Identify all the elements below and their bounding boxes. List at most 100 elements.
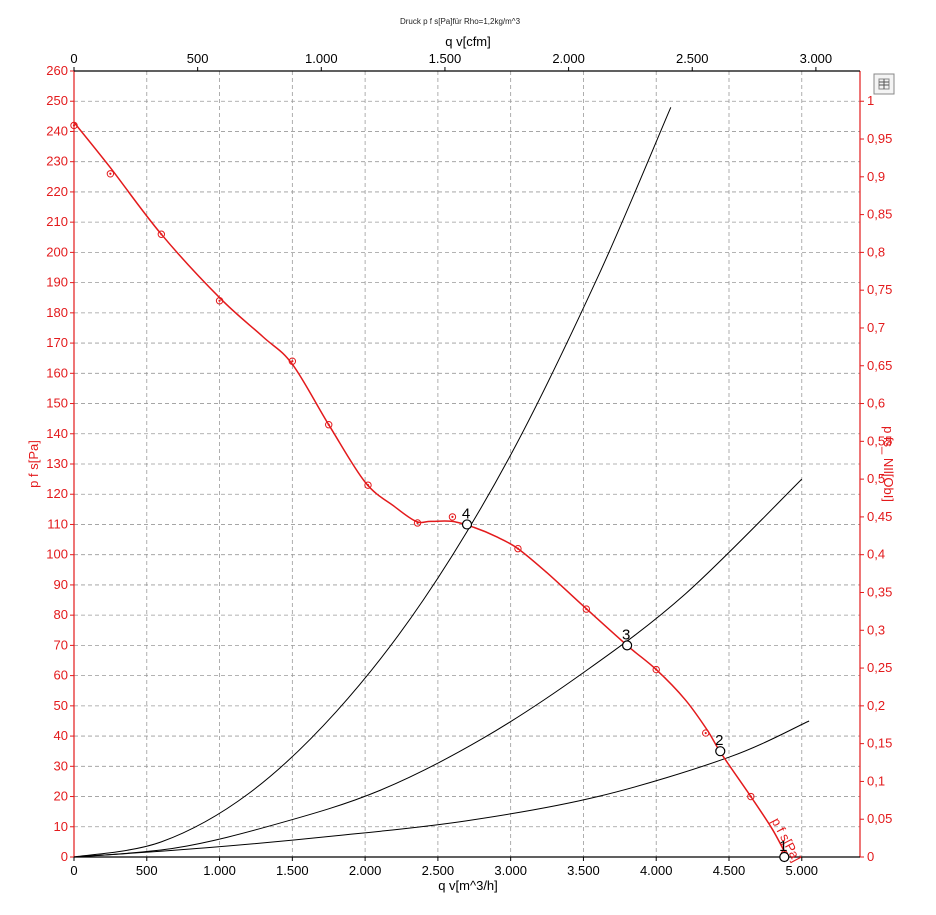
y-left-tick-label: 200 [46,244,68,259]
y-left-tick-label: 120 [46,486,68,501]
y-left-tick-label: 40 [54,728,68,743]
pressure-data-marker [364,481,372,489]
y-left-tick-label: 150 [46,396,68,411]
pressure-data-marker-dot [655,668,658,671]
pressure-data-marker [652,665,660,674]
y-left-tick-label: 90 [54,577,68,592]
y-left-tick-label: 130 [46,456,68,471]
y-left-tick-label: 230 [46,154,68,169]
pressure-data-marker [288,357,297,365]
y-left-tick-label: 30 [54,758,68,773]
y-right-tick-label: 0,45 [867,509,892,524]
x-bottom-tick-label: 0 [70,863,77,878]
pressure-curve-line [73,121,788,858]
operating-points: 1 2 3 4 [461,505,790,863]
x-top-axis-title: q v[cfm] [445,34,491,49]
y-left-tick-label: 250 [46,93,68,108]
y-right-tick-label: 0,65 [867,358,892,373]
operating-point-marker [715,746,726,757]
pressure-data-marker [582,605,591,613]
y-right-tick-label: 0,25 [867,660,892,675]
pressure-data-marker [702,729,710,737]
y-right-tick-label: 0,3 [867,622,885,637]
x-top-tick-label: 1.000 [305,51,338,66]
pressure-data-marker-dot [749,795,752,798]
x-bottom-tick-label: 1.500 [276,863,309,878]
x-bottom-tick-label: 4.500 [713,863,746,878]
y-right-tick-label: 0,05 [867,811,892,826]
y-right-tick-label: 0,7 [867,320,885,335]
y-left-axis-title: p f s[Pa] [26,440,41,488]
pressure-data-marker-dot [585,608,588,611]
y-right-tick-label: 0,85 [867,207,892,222]
operating-point-label: 1 [779,838,787,855]
pressure-data-marker [325,421,333,429]
operating-point-marker [622,640,633,651]
pressure-data-marker-dot [109,172,112,175]
y-right-tick-label: 0,6 [867,396,885,411]
pressure-data-marker [215,297,224,305]
grid [74,70,860,857]
operating-point-marker [779,851,790,863]
system-curve-line [73,720,810,858]
y-left-tick-label: 100 [46,547,68,562]
tick-labels: 0102030405060708090100110120130140150160… [46,51,892,878]
x-top-tick-label: 3.000 [800,51,833,66]
operating-point-label: 4 [462,505,470,522]
x-bottom-tick-label: 3.500 [567,863,600,878]
operating-point-marker [461,519,473,530]
pressure-data-marker-dot [218,299,221,302]
pressure-data-marker [157,230,166,238]
y-right-tick-label: 0,2 [867,698,885,713]
y-right-tick-label: 1 [867,93,874,108]
y-left-tick-label: 190 [46,275,68,290]
x-bottom-tick-label: 1.000 [203,863,236,878]
pressure-data-marker-dot [72,124,76,127]
operating-point-label: 2 [715,732,723,749]
chart-title: Druck p f s[Pa]für Rho=1,2kg/m^3 [400,17,521,26]
pressure-data-marker [448,513,457,521]
y-left-tick-label: 80 [54,607,68,622]
chart-menu-button[interactable] [873,73,895,95]
y-right-tick-label: 0 [867,849,874,864]
pressure-data-marker [514,544,522,553]
pressure-data-marker-dot [160,233,163,236]
x-bottom-tick-label: 3.000 [494,863,527,878]
y-left-tick-label: 50 [54,698,68,713]
pressure-data-marker-dot [291,360,294,363]
y-left-tick-label: 260 [46,63,68,78]
y-left-tick-label: 20 [54,789,68,804]
pressure-data-marker [70,121,78,130]
system-curves [73,107,810,858]
pressure-data-marker [413,519,422,527]
x-top-tick-label: 1.500 [429,51,462,66]
y-right-axis-title: p fs_ NIl[ObI] [881,426,896,502]
y-left-tick-label: 70 [54,637,68,652]
y-left-tick-label: 240 [46,123,68,138]
y-right-tick-label: 0,9 [867,169,885,184]
y-right-tick-label: 0,35 [867,584,892,599]
y-left-tick-label: 10 [54,819,68,834]
y-left-tick-label: 180 [46,305,68,320]
y-left-tick-label: 170 [46,335,68,350]
x-top-tick-label: 0 [70,51,77,66]
x-bottom-tick-label: 2.500 [422,863,455,878]
x-bottom-tick-label: 5.000 [786,863,819,878]
system-curve-line [73,478,803,858]
pressure-data-marker [106,170,115,178]
pressure-data-marker-dot [327,423,330,426]
pressure-data-marker-dot [416,521,419,525]
pressure-data-marker-dot [366,484,370,487]
y-right-tick-label: 0,8 [867,244,885,259]
axes [70,67,864,861]
y-left-tick-label: 220 [46,184,68,199]
y-left-tick-label: 140 [46,426,68,441]
y-right-tick-label: 0,1 [867,773,885,788]
y-right-tick-label: 0,75 [867,282,892,297]
y-right-tick-label: 0,15 [867,736,892,751]
x-top-tick-label: 500 [187,51,209,66]
y-left-tick-label: 60 [54,668,68,683]
pressure-data-marker [747,792,755,801]
pressure-data-marker-dot [704,731,707,735]
y-left-tick-label: 0 [61,849,68,864]
